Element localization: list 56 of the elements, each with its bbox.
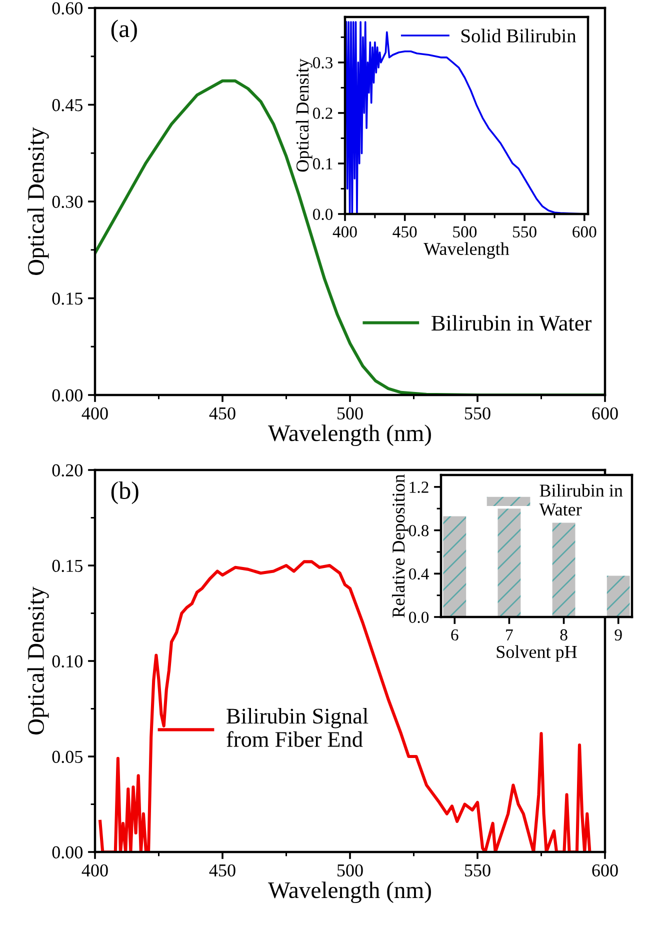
y-tick-label: 0.60 [52, 2, 83, 15]
x-tick-label: 9 [614, 629, 622, 641]
y-tick-label: 0.0 [408, 612, 429, 624]
x-axis-title: Wavelength [424, 242, 510, 259]
bar [498, 508, 521, 617]
y-tick-label: 0.3 [312, 57, 333, 68]
x-tick-label: 400 [332, 226, 357, 238]
y-tick-label: 0.15 [52, 560, 82, 572]
y-tick-label: 0.20 [52, 464, 83, 477]
y-axis-title: Optical Density [296, 58, 312, 172]
x-tick-label: 550 [465, 864, 490, 877]
y-tick-label: 0.0 [312, 208, 333, 220]
x-axis-title: Wavelength (nm) [268, 882, 431, 904]
legend-label: Bilirubin Signal from Fiber End [226, 708, 368, 747]
y-tick-label: 0.8 [408, 524, 429, 536]
x-tick-label: 8 [560, 629, 568, 641]
x-tick-label: 600 [592, 864, 618, 877]
y-tick-label: 0.45 [52, 99, 82, 112]
y-tick-label: 0.00 [52, 846, 83, 859]
legend-label: Solid Bilirubin [461, 28, 576, 42]
x-tick-label: 500 [338, 864, 363, 877]
y-axis-title: Optical Density [27, 586, 49, 734]
x-tick-label: 400 [82, 864, 108, 877]
annotation: (a) [111, 20, 137, 42]
x-tick-label: 500 [453, 226, 477, 238]
y-tick-label: 0.4 [408, 568, 429, 580]
x-tick-label: 6 [451, 629, 458, 641]
x-axis-title: Wavelength (nm) [268, 424, 431, 446]
bar [443, 516, 466, 617]
x-tick-label: 600 [592, 407, 618, 420]
line-series [98, 560, 592, 852]
y-tick-label: 1.2 [410, 482, 428, 493]
x-tick-label: 550 [513, 226, 536, 238]
y-axis-title: Relative Deposition [392, 474, 408, 618]
x-tick-label: 450 [209, 407, 236, 420]
y-tick-label: 0.10 [52, 655, 83, 668]
x-tick-label: 600 [572, 226, 596, 238]
y-tick-label: 0.00 [52, 389, 83, 402]
y-tick-label: 0.1 [312, 158, 332, 170]
bar [552, 522, 576, 617]
x-tick-label: 7 [506, 629, 513, 640]
annotation: (b) [111, 481, 138, 504]
y-tick-label: 0.05 [52, 750, 82, 764]
y-tick-label: 0.15 [52, 292, 82, 305]
x-tick-label: 500 [338, 407, 363, 420]
legend-label: Bilirubin in Water [539, 484, 623, 516]
bar [606, 576, 630, 617]
x-tick-label: 400 [82, 407, 108, 420]
x-axis-title: Solvent pH [496, 645, 577, 662]
x-tick-label: 450 [392, 226, 417, 238]
y-tick-label: 0.30 [52, 196, 83, 208]
y-axis-title: Optical Density [27, 127, 49, 275]
y-tick-label: 0.2 [312, 108, 332, 119]
legend-label: Bilirubin in Water [432, 315, 592, 331]
x-tick-label: 450 [209, 864, 236, 877]
x-tick-label: 550 [465, 407, 490, 420]
